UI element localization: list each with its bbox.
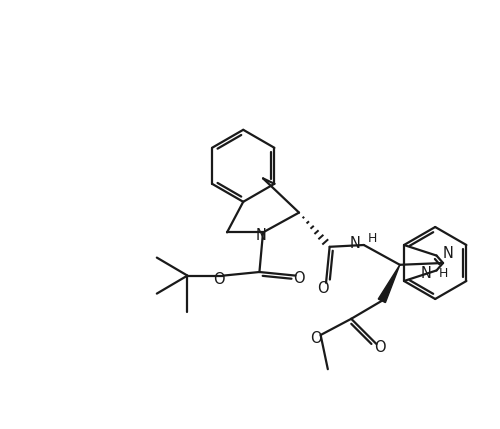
Text: O: O	[214, 272, 225, 287]
Text: O: O	[318, 281, 329, 296]
Text: O: O	[310, 331, 322, 346]
Text: N: N	[443, 246, 454, 261]
Polygon shape	[378, 265, 400, 302]
Text: H: H	[368, 232, 378, 245]
Text: N: N	[256, 228, 266, 243]
Text: O: O	[374, 340, 386, 355]
Text: O: O	[293, 271, 305, 286]
Text: N: N	[350, 236, 361, 251]
Text: N: N	[420, 266, 431, 281]
Text: H: H	[438, 267, 448, 280]
